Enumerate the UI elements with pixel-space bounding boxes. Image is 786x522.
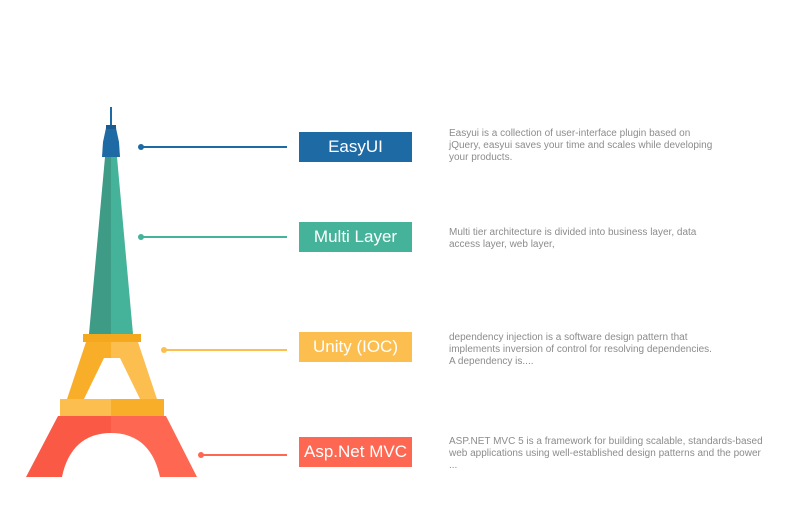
connector-line-multi-layer	[138, 234, 287, 240]
description-unity-ioc: dependency injection is a software desig…	[449, 332, 712, 367]
tower-base-left	[26, 416, 111, 477]
connector-line-unity	[161, 347, 287, 353]
label-unity-ioc: Unity (IOC)	[299, 332, 412, 362]
tower-upper-shaft-dark	[89, 157, 111, 334]
label-aspnet-mvc: Asp.Net MVC	[299, 437, 412, 467]
connector-dot	[138, 144, 144, 150]
description-easyui: Easyui is a collection of user-interface…	[449, 128, 713, 163]
tower-lower-platform-right	[111, 399, 164, 416]
tower-base-right	[111, 416, 197, 477]
label-multi-layer: Multi Layer	[299, 222, 412, 252]
tower-middle-left-leg	[67, 342, 111, 399]
connector-line-aspnet-mvc	[198, 452, 287, 458]
description-multi-layer: Multi tier architecture is divided into …	[449, 227, 697, 250]
description-aspnet-mvc: ASP.NET MVC 5 is a framework for buildin…	[449, 436, 763, 471]
tower-upper-shaft-light	[111, 157, 133, 334]
connector-dot	[161, 347, 167, 353]
connector-dot	[198, 452, 204, 458]
tower-top-cap-band	[106, 125, 116, 129]
eiffel-tower-icon	[26, 107, 197, 477]
tower-top-cap	[102, 128, 120, 157]
tower-middle-right-leg	[111, 342, 157, 399]
connector-dot	[138, 234, 144, 240]
tower-lower-platform-left	[60, 399, 111, 416]
tower-middle-platform	[83, 334, 141, 342]
label-easyui: EasyUI	[299, 132, 412, 162]
tower-antenna	[110, 107, 112, 125]
connector-line-easyui	[138, 144, 287, 150]
